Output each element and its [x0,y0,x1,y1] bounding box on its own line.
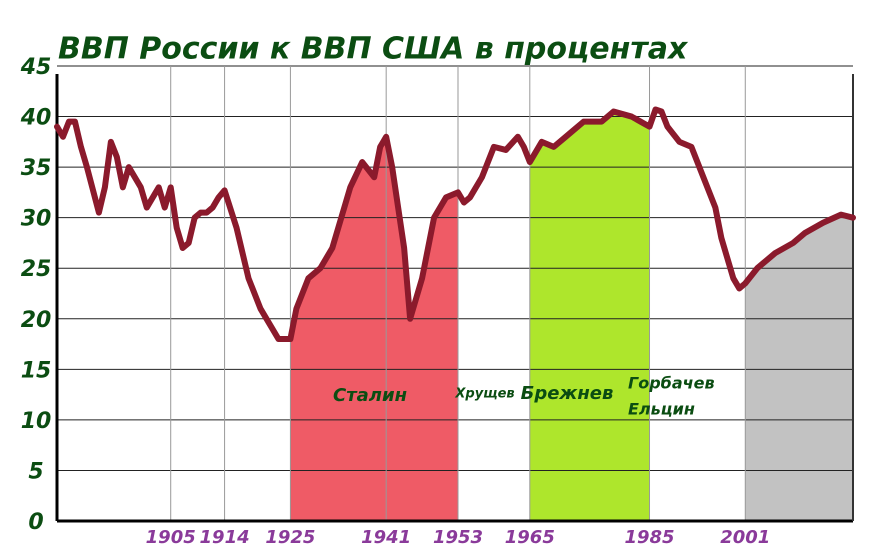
y-tick-label: 35 [21,156,52,181]
data-line [54,106,856,342]
y-tick-label: 30 [21,207,52,232]
period-area [529,111,650,521]
x-tick-label: 1965 [505,527,555,547]
y-tick-label: 15 [21,358,52,383]
annotation: Горбачев [628,374,715,393]
y-tick-label: 45 [20,55,52,80]
chart-title: ВВП России к ВВП США в процентах [58,32,689,67]
y-tick-label: 0 [28,510,43,535]
y-tick-label: 5 [28,459,43,484]
y-tick-label: 10 [21,409,52,434]
period-area [745,214,853,521]
x-tick-label: 1905 [146,527,196,547]
y-tick-label: 40 [20,106,52,131]
y-tick-label: 20 [21,308,52,333]
annotation: Сталин [333,385,407,406]
x-tick-label: 1941 [361,527,411,547]
x-tick-label: 1925 [265,527,315,547]
annotation: Брежнев [521,383,614,404]
period-area [290,136,458,521]
annotation: Хрущев [454,387,514,402]
annotation: Ельцин [628,400,695,419]
x-tick-label: 1914 [200,527,250,547]
x-tick-label: 2001 [720,527,770,547]
y-tick-label: 25 [21,257,52,282]
x-tick-label: 1985 [624,527,674,547]
x-tick-label: 1953 [433,527,483,547]
